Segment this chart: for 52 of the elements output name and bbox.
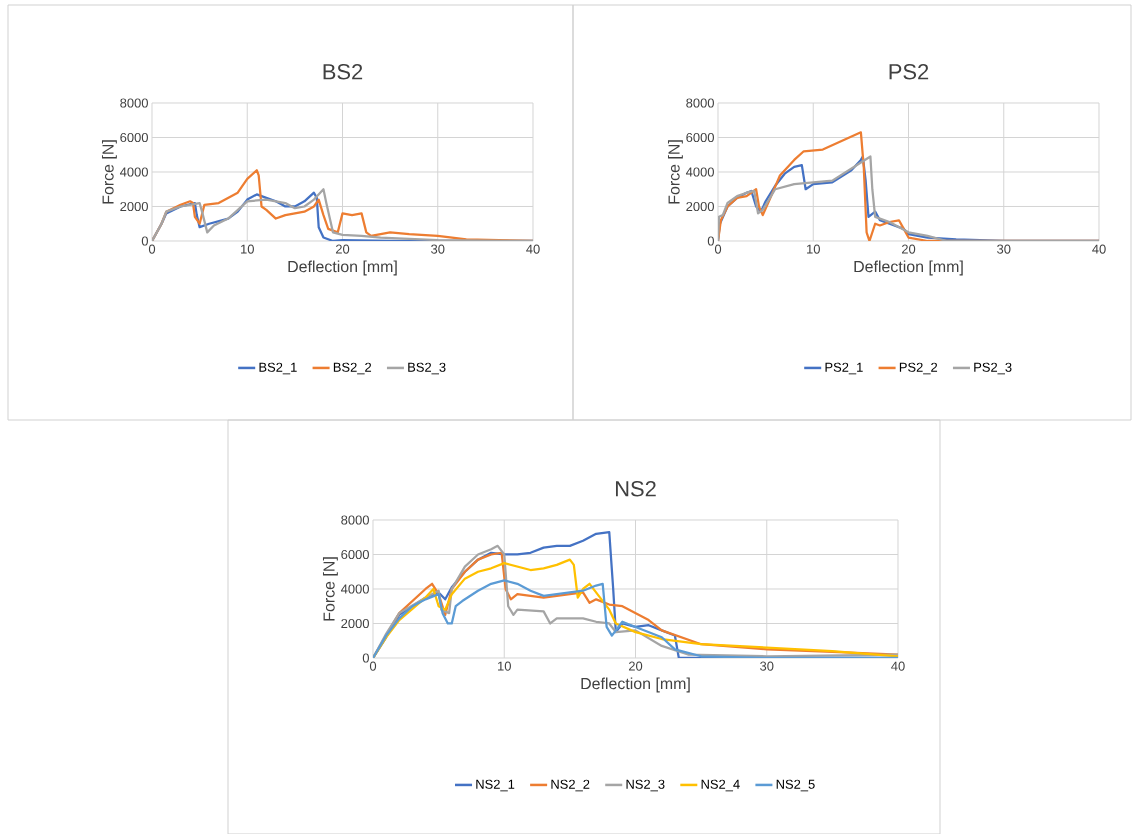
x-tick-label: 20 (628, 661, 643, 671)
y-tick-label: 2000 (686, 201, 714, 211)
y-tick-label: 8000 (341, 515, 369, 525)
y-tick-label: 6000 (341, 549, 369, 559)
x-tick-label: 40 (1092, 244, 1106, 254)
legend-label: NS2_2 (551, 779, 590, 792)
chart-title: PS2 (889, 63, 929, 80)
chart-title: BS2 (323, 63, 363, 80)
legend-label: NS2_1 (476, 779, 515, 792)
x-tick-label: 40 (526, 244, 540, 254)
x-tick-label: 10 (807, 244, 820, 254)
y-tick-label: 6000 (686, 132, 714, 142)
y-tick-label: 0 (707, 236, 714, 246)
legend-label: PS2_1 (825, 362, 863, 375)
x-tick-label: 20 (335, 244, 350, 254)
x-tick-label: 10 (241, 244, 254, 254)
legend-label: BS2_2 (333, 362, 372, 375)
x-axis-title: Deflection [mm] (581, 677, 690, 693)
y-tick-label: 8000 (120, 98, 148, 108)
y-tick-label: 6000 (120, 132, 148, 142)
x-axis-title: Deflection [mm] (854, 260, 963, 276)
y-tick-label: 4000 (685, 167, 714, 177)
x-tick-label: 30 (997, 244, 1011, 254)
y-tick-label: 0 (141, 236, 148, 246)
y-tick-label: 8000 (686, 98, 714, 108)
line-series (718, 155, 1100, 241)
y-tick-label: 4000 (340, 584, 369, 594)
legend-label: BS2_3 (408, 362, 446, 375)
x-tick-label: 0 (714, 244, 722, 254)
legend-label: PS2_3 (974, 362, 1012, 375)
x-tick-label: 10 (498, 661, 511, 671)
x-tick-label: 0 (369, 661, 377, 671)
legend-label: NS2_3 (626, 779, 665, 792)
x-tick-label: 20 (901, 244, 916, 254)
y-axis-title: Force [N] (322, 557, 338, 621)
y-tick-label: 2000 (341, 618, 369, 628)
x-tick-label: 30 (431, 244, 445, 254)
y-tick-label: 0 (362, 653, 369, 663)
legend-label: NS2_5 (776, 779, 815, 792)
x-tick-label: 40 (891, 661, 905, 671)
line-series (373, 579, 899, 658)
legend-label: PS2_2 (899, 362, 938, 375)
x-tick-label: 30 (760, 661, 774, 671)
y-axis-title: Force [N] (101, 140, 117, 204)
y-axis-title: Force [N] (667, 140, 683, 204)
x-tick-label: 0 (148, 244, 156, 254)
x-axis-title: Deflection [mm] (288, 260, 397, 276)
chart-title: NS2 (615, 480, 656, 497)
y-tick-label: 4000 (119, 167, 148, 177)
legend-label: NS2_4 (701, 779, 740, 792)
legend-label: BS2_1 (259, 362, 297, 375)
y-tick-label: 2000 (120, 201, 148, 211)
